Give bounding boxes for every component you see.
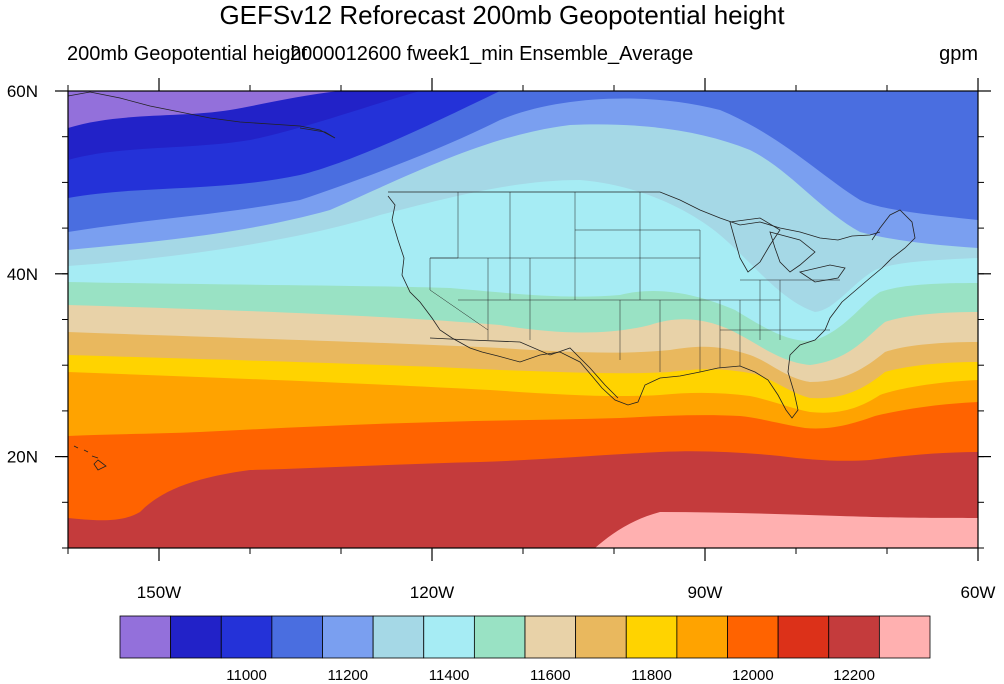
colorbar-swatch	[170, 615, 222, 659]
colorbar-swatch	[423, 615, 475, 659]
variable-name: 200mb Geopotential height	[67, 43, 308, 65]
great-lakes	[729, 217, 846, 283]
x-tick-label: 120W	[410, 583, 454, 602]
alaska-panhandle	[68, 91, 336, 139]
x-tick-label: 90W	[688, 583, 723, 602]
colorbar-swatch	[220, 615, 273, 659]
colorbar-swatch	[777, 615, 830, 659]
hawaii	[73, 445, 107, 471]
colorbar-swatch	[676, 615, 728, 659]
colorbar-label: 12200	[833, 667, 875, 684]
y-tick-label: 60N	[7, 82, 38, 101]
x-tick-label: 60W	[961, 583, 996, 602]
x-tick-label: 150W	[137, 583, 181, 602]
colorbar-swatch	[372, 615, 425, 659]
colorbar-label: 11400	[429, 667, 470, 684]
colorbar-swatch	[727, 615, 779, 659]
y-tick-label: 20N	[7, 448, 38, 467]
colorbar-swatch	[524, 615, 577, 659]
colorbar-swatch	[322, 615, 374, 659]
colorbar: 11000 11200 11400 11600 11800 12000 12200	[119, 615, 931, 684]
contour-fill	[68, 91, 978, 548]
contour-band	[68, 91, 340, 128]
land-outlines	[68, 91, 916, 471]
colorbar-swatch	[625, 615, 678, 659]
north-america-coastline	[387, 195, 916, 419]
colorbar-swatch	[119, 615, 172, 659]
colorbar-swatch	[271, 615, 323, 659]
contour-band	[595, 512, 978, 548]
colorbar-swatch	[878, 615, 931, 659]
axis-ticks: 150W 120W 90W 60W 60N 40N 20N	[7, 78, 996, 602]
colorbar-label: 12000	[732, 667, 774, 684]
colorbar-label: 11200	[328, 667, 369, 684]
canada-border	[388, 191, 881, 241]
colorbar-label: 11600	[530, 667, 571, 684]
plot-title: GEFSv12 Reforecast 200mb Geopotential he…	[219, 0, 785, 30]
colorbar-swatch	[575, 615, 627, 659]
mexico-border	[429, 337, 619, 399]
colorbar-label: 11000	[226, 667, 267, 684]
run-description: 2000012600 fweek1_min Ensemble_Average	[290, 43, 694, 65]
y-tick-label: 40N	[7, 265, 38, 284]
colorbar-label: 11800	[631, 667, 672, 684]
units-label: gpm	[939, 43, 978, 65]
colorbar-swatch	[828, 615, 880, 659]
state-lines	[429, 192, 840, 372]
colorbar-swatch	[473, 615, 526, 659]
